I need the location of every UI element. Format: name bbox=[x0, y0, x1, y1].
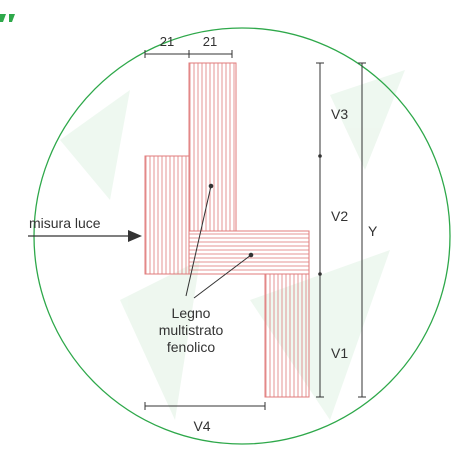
dimension-label-y: Y bbox=[368, 223, 378, 239]
material-label-line1: Legno bbox=[172, 305, 211, 321]
dimension-label-v4: V4 bbox=[193, 418, 210, 434]
material-leader-lines bbox=[185, 185, 252, 299]
leader-dot-top bbox=[208, 183, 214, 189]
dimension-label-v3: V3 bbox=[331, 106, 348, 122]
panel-bottom-vertical bbox=[264, 273, 310, 398]
material-label-line3: fenolico bbox=[167, 339, 215, 355]
dimension-label-21-left: 21 bbox=[160, 34, 174, 49]
right-dimension-line bbox=[316, 62, 324, 398]
y-dimension-line bbox=[358, 62, 366, 398]
panel-top-vertical bbox=[188, 62, 237, 232]
misura-luce-arrow bbox=[28, 230, 142, 242]
leader-dot-middle bbox=[248, 252, 254, 258]
dimension-label-21-right: 21 bbox=[203, 34, 217, 49]
panel-left-vertical bbox=[144, 155, 190, 275]
panel-middle-horizontal bbox=[188, 230, 310, 275]
dimension-label-v2: V2 bbox=[331, 208, 348, 224]
corner-quote-mark bbox=[0, 14, 15, 22]
top-dimension-line bbox=[144, 50, 233, 58]
material-label-line2: multistrato bbox=[159, 322, 224, 338]
misura-luce-label: misura luce bbox=[29, 215, 101, 231]
dimension-node-lower bbox=[318, 272, 322, 276]
dimension-node-upper bbox=[318, 154, 322, 158]
v4-dimension-line bbox=[144, 402, 266, 410]
dimension-label-v1: V1 bbox=[331, 345, 348, 361]
